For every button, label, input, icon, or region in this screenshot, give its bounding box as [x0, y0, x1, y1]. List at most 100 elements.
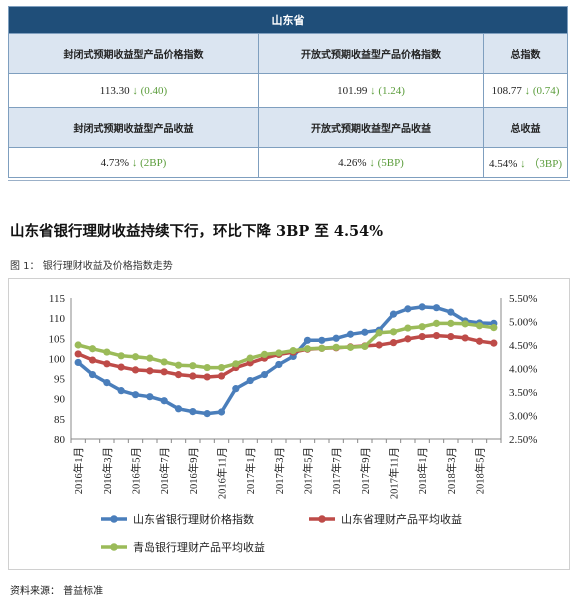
series-3-point — [203, 363, 211, 372]
series-3-point — [475, 322, 484, 330]
legend-marker-2 — [318, 515, 326, 523]
legend-label-3: 青岛银行理财产品平均收益 — [133, 540, 265, 554]
series-3-point — [217, 363, 226, 372]
section-divider — [8, 180, 570, 181]
closed-yield-label: 封闭式预期收益型产品收益 — [8, 107, 259, 148]
series-1-point — [361, 328, 369, 336]
line-chart: 80 85 90 95 100 105 110 115 2.50% 3.00% 3.50% 4.00%… — [49, 293, 538, 554]
series-3-point — [160, 358, 168, 366]
series-3-point — [346, 343, 355, 351]
series-1-point — [447, 308, 455, 316]
series-2-point — [146, 367, 154, 375]
headline: 山东省银行理财收益持续下行，环比下降 3BP 至 4.54% — [10, 223, 383, 240]
series-1-point — [88, 370, 97, 379]
total-index-label: 总指数 — [483, 33, 568, 74]
series-1-point — [217, 408, 226, 416]
y-right-tick-label: 2.50% — [509, 434, 537, 446]
series-2-point — [74, 350, 82, 358]
x-tick-label: 2017年11月 — [388, 447, 401, 499]
series-2-point — [131, 366, 140, 374]
series-3-point — [117, 352, 125, 360]
x-tick-label: 2016年9月 — [187, 447, 200, 494]
series-2-point — [160, 368, 168, 376]
series-1-point — [318, 336, 326, 344]
y-left-tick-label: 115 — [49, 293, 66, 305]
series-2-point — [375, 341, 383, 349]
chart-container: 80 85 90 95 100 105 110 115 2.50% 3.00% 3.50% 4.00%… — [8, 278, 570, 570]
y-left-tick-label: 100 — [49, 353, 66, 365]
y-right-tick-label: 5.50% — [509, 293, 537, 305]
series-1-point — [131, 391, 140, 399]
series-2-point — [490, 339, 498, 347]
series-2-point — [447, 332, 455, 341]
x-tick-label: 2018年5月 — [474, 447, 487, 494]
source-note: 资料来源： 普益标准 — [10, 586, 104, 597]
series-2-point — [103, 360, 111, 368]
x-tick-label: 2016年3月 — [101, 447, 114, 494]
x-tick-label: 2016年1月 — [72, 447, 85, 494]
x-tick-label: 2018年1月 — [416, 447, 429, 494]
value-text: 4.54% — [488, 157, 518, 170]
closed-yield-value: 4.73% ↓ (2BP) — [8, 147, 259, 178]
y-left-tick-label: 105 — [49, 333, 66, 345]
x-tick-label: 2016年11月 — [216, 447, 229, 499]
series-1-point — [189, 408, 197, 416]
series-3-point — [174, 361, 183, 369]
legend-marker-3 — [110, 543, 118, 551]
y-left-tick-label: 85 — [54, 414, 66, 426]
series-3-point — [461, 320, 469, 328]
value-text: 4.26% — [338, 156, 367, 169]
down-arrow-icon: ↓ — [369, 156, 375, 169]
change-text: (2BP) — [140, 156, 167, 169]
value-text: 101.99 — [337, 84, 368, 97]
series-1-point — [203, 410, 211, 418]
value-text: 113.30 — [99, 84, 130, 97]
series-1-point — [160, 397, 168, 405]
y-left-tick-label: 95 — [54, 374, 66, 386]
series-2-point — [461, 334, 469, 342]
series-2-point — [189, 372, 197, 380]
down-arrow-icon: ↓ — [370, 84, 376, 97]
figure-caption: 图 1： 银行理财收益及价格指数走势 — [10, 261, 173, 272]
series-1-point — [303, 336, 312, 344]
series-1-point — [74, 358, 82, 367]
series-1-point — [146, 393, 154, 401]
x-tick-label: 2017年1月 — [244, 447, 257, 494]
y-left-tick-label: 110 — [49, 313, 66, 325]
down-arrow-icon: ↓ — [131, 156, 138, 169]
value-text: 108.77 — [491, 84, 522, 97]
closed-index-value: 113.30 ↓ (0.40) — [8, 73, 259, 108]
down-arrow-icon: ↓ — [524, 84, 531, 97]
x-tick-label: 2016年5月 — [130, 447, 143, 494]
series-2-point — [203, 373, 211, 381]
change-text: (0.40) — [140, 84, 168, 97]
series-2-point — [475, 337, 484, 345]
series-2-point — [432, 332, 441, 340]
series-2-point — [217, 372, 226, 380]
total-yield-value: 4.54% ↓ （3BP) — [483, 147, 568, 178]
series-1-point — [232, 385, 240, 393]
change-text: (0.74) — [532, 84, 560, 97]
series-3-point — [361, 342, 369, 351]
series-1-point — [117, 387, 125, 395]
series-3-point — [432, 319, 441, 327]
series-3-point — [103, 348, 111, 356]
series-1-point — [432, 304, 441, 312]
y-left-tick-label: 80 — [54, 434, 66, 446]
series-1-point — [275, 360, 283, 369]
series-3-point — [74, 341, 82, 349]
series-3-point — [289, 347, 297, 355]
x-tick-label: 2017年5月 — [302, 447, 315, 494]
x-tick-label: 2017年7月 — [330, 447, 343, 494]
x-tick-label: 2017年3月 — [273, 447, 286, 494]
series-2-point — [117, 363, 125, 371]
series-2-point — [418, 332, 426, 341]
y-right-tick-label: 5.00% — [509, 317, 537, 329]
series-3-point — [232, 360, 240, 368]
y-right-tick-label: 3.00% — [509, 411, 537, 423]
series-1-point — [103, 379, 111, 387]
series-3-point — [418, 323, 426, 331]
series-3-point — [404, 324, 412, 332]
series-1-point — [260, 370, 269, 379]
down-arrow-icon: ↓ — [132, 84, 138, 97]
